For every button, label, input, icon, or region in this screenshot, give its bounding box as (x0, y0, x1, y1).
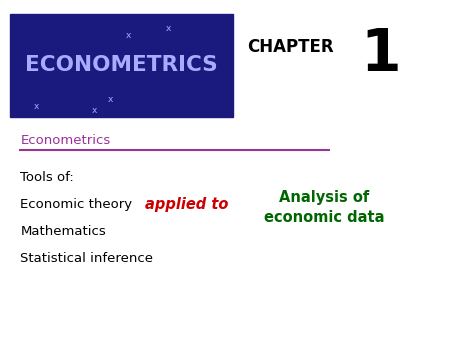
Text: x: x (108, 95, 113, 104)
Text: Mathematics: Mathematics (20, 225, 106, 238)
Text: Econometrics: Econometrics (20, 134, 111, 147)
Text: Statistical inference: Statistical inference (20, 252, 153, 265)
Text: Economic theory: Economic theory (20, 198, 132, 211)
Text: Tools of:: Tools of: (20, 171, 74, 184)
Text: x: x (126, 31, 131, 40)
Text: applied to: applied to (145, 197, 229, 212)
Text: x: x (33, 102, 39, 111)
Text: 1: 1 (360, 26, 400, 82)
Bar (10, 14, 233, 117)
Text: CHAPTER: CHAPTER (247, 38, 333, 56)
Text: Analysis of
economic data: Analysis of economic data (264, 191, 384, 225)
Text: ECONOMETRICS: ECONOMETRICS (25, 55, 218, 75)
Text: x: x (166, 24, 171, 33)
Text: x: x (92, 106, 97, 115)
